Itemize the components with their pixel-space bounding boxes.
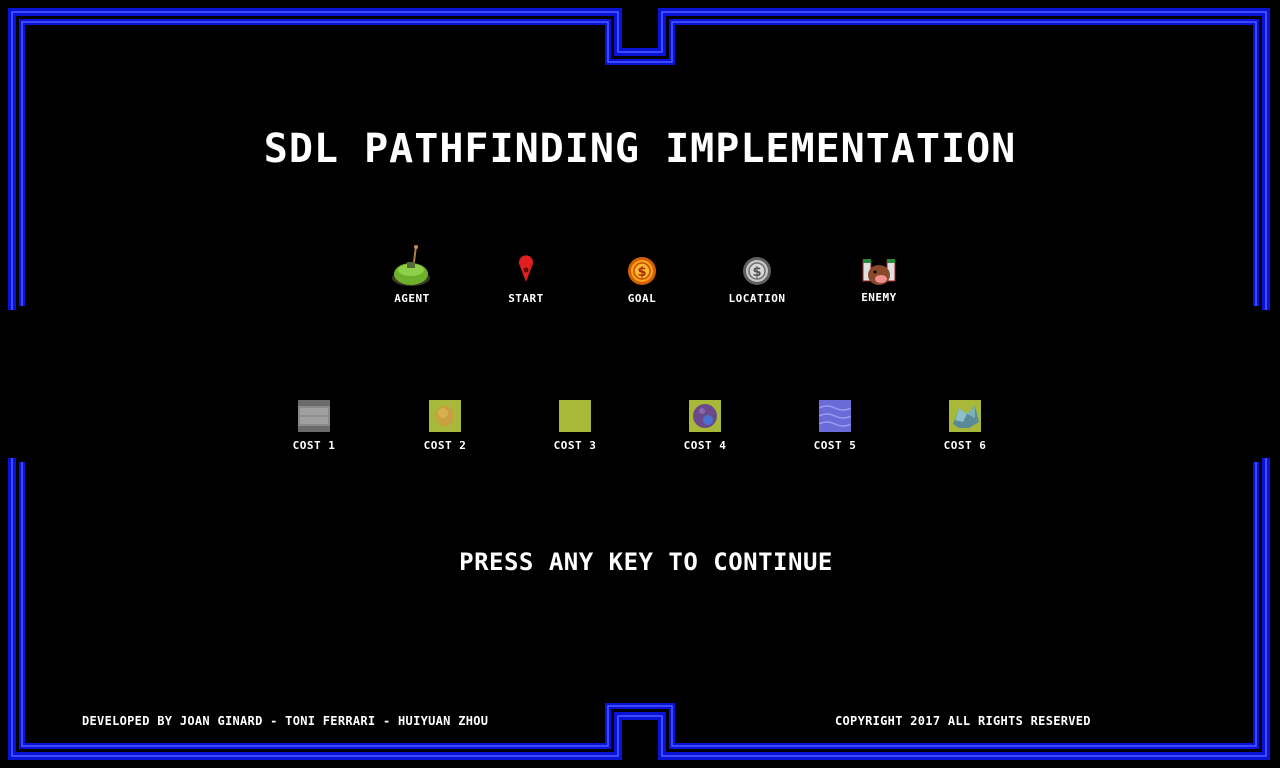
- start-pin-icon: [519, 255, 533, 282]
- tile-cost-3: COST 3: [515, 400, 635, 452]
- legend-agent: AGENT: [352, 244, 472, 305]
- game-title: SDL PATHFINDING IMPLEMENTATION: [263, 126, 1017, 172]
- svg-text:$: $: [752, 265, 761, 280]
- svg-text:$: $: [637, 265, 646, 280]
- tile-cost-2: COST 2: [385, 400, 505, 452]
- tile-cost-4: COST 4: [645, 400, 765, 452]
- location-coin-icon: $: [743, 257, 771, 285]
- tile-cost-1: COST 1: [254, 400, 374, 452]
- legend-location: $ LOCATION: [697, 244, 817, 305]
- press-any-key-prompt: PRESS ANY KEY TO CONTINUE: [459, 548, 833, 576]
- goal-coin-icon: $: [628, 257, 656, 285]
- tile-cost-1-label: COST 1: [292, 439, 336, 452]
- legend-agent-label: AGENT: [394, 292, 430, 305]
- legend-enemy: ENEMY: [819, 243, 939, 304]
- legend-location-label: LOCATION: [728, 292, 786, 305]
- rock-tile-icon: [689, 400, 721, 432]
- legend-goal-label: GOAL: [627, 292, 657, 305]
- tile-cost-4-label: COST 4: [683, 439, 727, 452]
- tile-cost-6: COST 6: [905, 400, 1025, 452]
- developer-credits: DEVELOPED BY JOAN GINARD - TONI FERRARI …: [82, 714, 489, 728]
- tile-cost-6-label: COST 6: [943, 439, 987, 452]
- agent-tank-icon: [392, 245, 430, 286]
- tile-cost-2-label: COST 2: [423, 439, 467, 452]
- tile-cost-3-label: COST 3: [553, 439, 597, 452]
- grass-tile-icon: [559, 400, 591, 432]
- crystal-tile-icon: [949, 400, 981, 432]
- tile-cost-5-label: COST 5: [813, 439, 857, 452]
- copyright-notice: COPYRIGHT 2017 ALL RIGHTS RESERVED: [835, 714, 1091, 728]
- bush-tile-icon: [429, 400, 461, 432]
- legend-goal: $ GOAL: [582, 244, 702, 305]
- legend-enemy-label: ENEMY: [861, 291, 897, 304]
- water-tile-icon: [819, 400, 851, 432]
- legend-start-label: START: [508, 292, 544, 305]
- legend-start: START: [466, 244, 586, 305]
- enemy-monster-icon: [862, 259, 896, 285]
- tile-cost-5: COST 5: [775, 400, 895, 452]
- stone-tile-icon: [298, 400, 330, 432]
